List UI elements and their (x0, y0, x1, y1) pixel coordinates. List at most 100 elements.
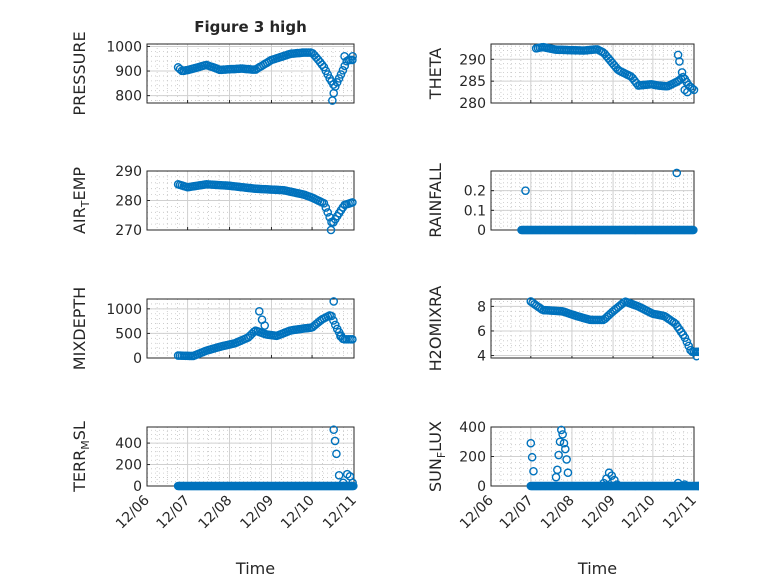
data-point (702, 482, 709, 489)
data-point (599, 478, 609, 488)
y-tick-label: 400 (115, 436, 142, 452)
data-point (677, 68, 687, 77)
y-tick-label: 400 (459, 420, 486, 436)
data-point (330, 320, 340, 330)
series-markers (526, 297, 707, 361)
data-point (526, 438, 536, 448)
axes-frame (146, 43, 355, 104)
y-tick-label: 0 (477, 223, 486, 239)
data-point (334, 470, 344, 480)
data-point (326, 225, 336, 235)
subplot-6: 4 6 8 H2OMIXRA (426, 286, 707, 372)
y-tick-label: 4 (477, 349, 486, 365)
y-axis-label: H2OMIXRA (426, 286, 445, 372)
y-tick-label: 200 (459, 450, 486, 466)
y-tick-label: 900 (115, 64, 142, 80)
y-tick-label: 0 (133, 351, 142, 367)
data-point (321, 203, 331, 212)
subplot-7: 0 200 400 TERRMSL 12/06 12/07 12/08 12/09 12/10 1… (70, 421, 360, 578)
y-tick-label: 500 (115, 326, 142, 342)
y-tick-label: 0 (133, 479, 142, 495)
data-point (561, 444, 570, 454)
data-point (559, 438, 569, 448)
axes-box (490, 170, 695, 231)
y-tick-label: 6 (477, 324, 486, 340)
x-tick-label: 12/11 (660, 493, 700, 533)
x-tick-label: 12/07 (154, 493, 194, 533)
y-tick-label: 8 (477, 299, 486, 315)
x-axis-label: Time (577, 559, 617, 578)
data-point (329, 425, 339, 434)
data-point (684, 341, 693, 351)
y-tick-label: 285 (459, 74, 486, 90)
y-axis-label: SUNFLUX (426, 421, 448, 492)
data-point (319, 199, 329, 208)
series-markers (531, 42, 699, 97)
x-tick-label: 12/09 (579, 493, 619, 533)
data-point (683, 87, 692, 97)
x-tick-label: 12/10 (278, 493, 318, 533)
data-point (553, 465, 562, 475)
subplot-4: 0 0.1 0.2 RAINFALL (426, 163, 698, 239)
data-point (698, 483, 699, 489)
data-point (329, 316, 338, 325)
data-point (317, 60, 327, 69)
y-tick-label: 280 (459, 96, 486, 112)
data-point (340, 61, 350, 71)
data-point (680, 85, 690, 95)
data-point (323, 208, 333, 217)
series-markers (173, 48, 357, 105)
data-point (697, 482, 699, 490)
y-tick-label: 1000 (106, 302, 142, 318)
data-point (554, 450, 563, 460)
axes-frame (490, 43, 695, 104)
data-point (348, 478, 357, 488)
data-point (348, 335, 357, 344)
data-point (330, 436, 340, 446)
x-tick-label: 12/08 (196, 493, 236, 533)
x-tick-label: 12/07 (497, 493, 537, 533)
subplot-8: 0 200 400 SUNFLUX 12/06 12/07 12/08 12/09 12/10 1… (426, 420, 709, 578)
data-point (527, 452, 537, 462)
data-point (329, 297, 339, 306)
x-tick-label: 12/06 (113, 492, 153, 532)
data-point (521, 186, 530, 195)
data-point (332, 449, 341, 459)
y-axis-label: RAINFALL (426, 163, 445, 238)
data-point (682, 337, 692, 347)
x-tick-label: 12/08 (538, 493, 578, 533)
axes-frame (146, 170, 355, 231)
x-tick-label: 12/09 (237, 493, 277, 533)
data-point (529, 466, 538, 476)
x-axis-label: Time (235, 559, 275, 578)
y-tick-label: 0 (477, 479, 486, 495)
y-tick-label: 800 (115, 89, 142, 105)
x-tick-label: 12/06 (457, 492, 497, 532)
data-point (557, 425, 566, 435)
data-point (700, 348, 707, 355)
y-tick-label: 200 (115, 458, 142, 474)
data-point (701, 482, 708, 489)
data-point (254, 306, 264, 316)
y-axis-label: MIXDEPTH (70, 287, 89, 370)
data-point (338, 478, 348, 488)
subplot-1: 800 900 1000 PRESSURE Figure 3 high (70, 18, 357, 116)
x-tick-label: 12/10 (619, 493, 659, 533)
y-tick-label: 290 (459, 52, 486, 68)
subplot-3: 270 280 290 AIRTEMP (70, 164, 357, 239)
y-tick-label: 280 (115, 194, 142, 210)
data-point (260, 321, 270, 330)
data-point (680, 480, 690, 489)
data-point (562, 455, 571, 464)
data-point (340, 51, 349, 61)
data-point (349, 481, 358, 491)
subplot-5: 0 500 1000 MIXDEPTH (70, 287, 357, 370)
data-point (563, 468, 573, 478)
data-point (689, 225, 698, 235)
data-point (680, 333, 690, 343)
data-point (697, 348, 699, 356)
data-point (612, 480, 622, 489)
data-point (336, 332, 345, 341)
